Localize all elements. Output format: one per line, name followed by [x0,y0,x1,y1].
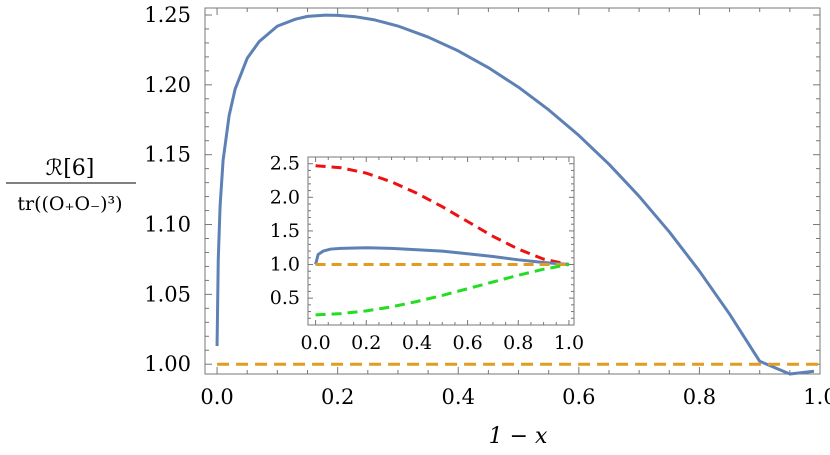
main-plot: 0.0 0.2 0.4 0.6 0.8 1.0 1.00 1.05 1.10 1.15 1.20 1.… [144,3,830,409]
y-tick-label: 2.0 [270,186,300,208]
x-tick-label: 0.0 [200,385,233,409]
y-tick-label: 1.15 [144,143,191,167]
y-tick-label: 0.5 [270,287,300,309]
x-tick-label: 0.4 [442,385,475,409]
y-tick-label: 1.5 [270,220,300,242]
main-series [215,13,820,376]
y-tick-label: 1.10 [144,213,191,237]
y-tick-label: 1.0 [270,254,300,276]
series-line-1 [314,246,570,267]
inset-background [308,157,574,325]
inset-frame [307,156,575,326]
y-tick-label: 1.00 [144,352,191,376]
x-tick-label: 0.0 [300,332,330,354]
x-tick-label: 0.2 [351,332,381,354]
series-line-0 [315,164,570,266]
x-axis-label: 1 − x [489,424,548,449]
x-tick-label: 0.6 [562,385,595,409]
axis-titles: 1 − x ℛ[6] tr((O₊O₋)³) [6,156,548,449]
y-tick-label: 1.20 [144,73,191,97]
y-tick-label: 1.05 [144,282,191,306]
inset-tick-labels: 0.0 0.2 0.4 0.6 0.8 1.0 0.5 1.0 1.5 2.0 2.5 [270,153,584,354]
inset-plot: 0.0 0.2 0.4 0.6 0.8 1.0 0.5 1.0 1.5 2.0 2.5 [270,153,584,354]
series-line-3 [315,263,570,317]
main-ticks [205,8,821,374]
series-line-0 [215,13,815,376]
main-tick-labels: 0.0 0.2 0.4 0.6 0.8 1.0 1.00 1.05 1.10 1.15 1.20 1.… [144,3,830,409]
x-tick-label: 0.8 [503,332,533,354]
y-axis-label-denominator: tr((O₊O₋)³) [17,193,122,215]
x-tick-label: 0.6 [452,332,482,354]
x-tick-label: 0.8 [683,385,716,409]
inset-series [314,164,570,317]
main-plot-frame [204,7,821,375]
y-tick-label: 2.5 [270,153,300,175]
y-axis-label-numerator: ℛ[6] [46,156,95,181]
y-tick-label: 1.25 [144,3,191,27]
x-tick-label: 0.4 [402,332,432,354]
x-tick-label: 1.0 [803,385,830,409]
x-tick-label: 1.0 [554,332,584,354]
x-tick-label: 0.2 [321,385,354,409]
